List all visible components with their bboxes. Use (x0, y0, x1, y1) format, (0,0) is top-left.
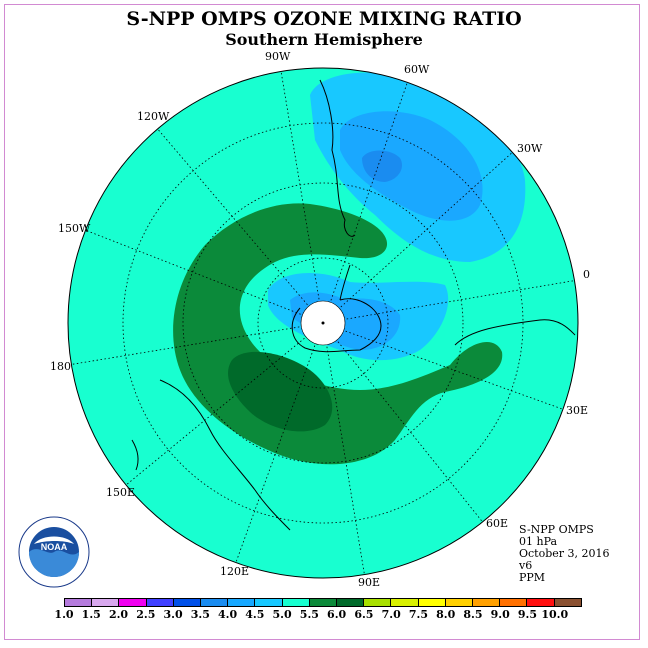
coast-australia (159, 379, 291, 531)
colorbar-tick-label: 10.0 (541, 608, 569, 621)
colorbar-tick-label: 2.5 (136, 608, 156, 621)
label-120e: 120E (220, 565, 250, 578)
info-units: PPM (519, 571, 546, 584)
info-level: 01 hPa (519, 535, 558, 548)
colorbar-tick-label: 4.5 (245, 608, 265, 621)
label-60e: 60E (486, 517, 509, 530)
colorbar-segment (255, 599, 283, 606)
label-120w: 120W (137, 110, 170, 123)
label-180: 180 (50, 360, 71, 373)
map-boundary (67, 67, 579, 579)
colorbar-segment (418, 599, 446, 606)
noaa-logo-text: NOAA (41, 542, 68, 552)
colorbar-segment (445, 599, 474, 606)
colorbar-segment (554, 599, 581, 606)
colorbar-tick-label: 9.0 (490, 608, 510, 621)
map-subtitle: Southern Hemisphere (225, 30, 423, 49)
colorbar-tick-label: 6.5 (354, 608, 374, 621)
label-90w: 90W (265, 50, 291, 63)
label-0: 0 (583, 268, 590, 281)
label-60w: 60W (404, 63, 430, 76)
figure-frame (4, 4, 640, 640)
colorbar-segment (500, 599, 528, 606)
field-60-65-core (228, 351, 333, 432)
colorbar-segment (473, 599, 501, 606)
colorbar-tick-label: 3.0 (163, 608, 183, 621)
colorbar-segment (527, 599, 555, 606)
colorbar-tick-label: 9.5 (517, 608, 538, 621)
colorbar (64, 598, 582, 607)
coast-south-america (319, 79, 356, 237)
map-title: S-NPP OMPS OZONE MIXING RATIO (126, 8, 522, 30)
colorbar-segment (146, 599, 174, 606)
info-panel: S-NPP OMPS 01 hPa October 3, 2016 v6 PPM (519, 524, 610, 584)
coastlines (131, 79, 576, 531)
colorbar-tick-label: 1.0 (54, 608, 74, 621)
colorbar-segment (119, 599, 147, 606)
label-150w: 150W (58, 222, 91, 235)
label-30e: 30E (566, 404, 589, 417)
info-instrument: S-NPP OMPS (519, 523, 594, 536)
south-pole-marker (321, 321, 325, 325)
field-35-40-north (340, 111, 483, 221)
colorbar-segment (391, 599, 419, 606)
graticule (68, 68, 578, 578)
colorbar-segment (282, 599, 310, 606)
colorbar-segment (228, 599, 256, 606)
field-30-35-north (362, 150, 403, 182)
colorbar-segment (173, 599, 202, 606)
colorbar-tick-label: 6.0 (327, 608, 347, 621)
colorbar-tick-label: 1.5 (81, 608, 101, 621)
noaa-logo-icon: NOAA (18, 516, 90, 588)
label-30w: 30W (517, 142, 543, 155)
colorbar-tick-label: 5.5 (299, 608, 319, 621)
colorbar-tick-label: 2.0 (108, 608, 129, 621)
colorbar-segment (337, 599, 365, 606)
label-90e: 90E (358, 576, 381, 589)
coast-new-zealand (131, 439, 139, 471)
colorbar-tick-label: 7.5 (408, 608, 428, 621)
colorbar-segment (65, 599, 93, 606)
coast-antarctica (291, 298, 382, 353)
coast-africa (454, 319, 576, 346)
colorbar-tick-label: 5.0 (272, 608, 292, 621)
colorbar-tick-label: 3.5 (190, 608, 210, 621)
info-date: October 3, 2016 (519, 547, 610, 560)
label-150e: 150E (106, 486, 136, 499)
colorbar-tick-label: 8.5 (463, 608, 483, 621)
colorbar-segment (201, 599, 229, 606)
colorbar-segment (309, 599, 338, 606)
colorbar-segment (364, 599, 392, 606)
info-version: v6 (519, 559, 533, 572)
colorbar-segment (92, 599, 120, 606)
colorbar-tick-label: 8.0 (436, 608, 456, 621)
colorbar-tick-label: 7.0 (381, 608, 401, 621)
coast-antarctic-peninsula (339, 264, 351, 301)
colorbar-tick-label: 4.0 (218, 608, 238, 621)
